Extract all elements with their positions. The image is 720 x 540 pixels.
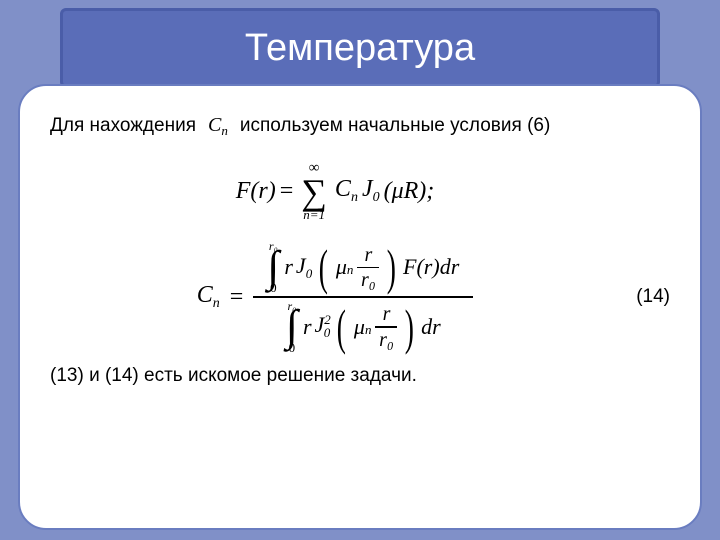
- integral-icon: r₀ ∫ 0: [286, 301, 298, 353]
- title-banner: Температура: [60, 8, 660, 88]
- sigma: ∞ ∑ n=1: [301, 161, 327, 221]
- formula-ratio-row: Cn = r₀ ∫ 0 r J0: [50, 241, 670, 353]
- closing-line: (13) и (14) есть искомое решение задачи.: [50, 365, 670, 387]
- slide-title: Температура: [245, 27, 475, 70]
- content-panel: Для нахождения Cn используем начальные у…: [18, 84, 702, 530]
- formula-ratio: Cn = r₀ ∫ 0 r J0: [197, 241, 474, 353]
- formula-series: F(r) = ∞ ∑ n=1 Cn J0 (μR);: [236, 161, 435, 221]
- integral-fraction: r₀ ∫ 0 r J0 ( μn: [253, 241, 473, 353]
- intro-after: используем начальные условия (6): [240, 115, 550, 137]
- equation-number: (14): [620, 286, 670, 308]
- formula-block: F(r) = ∞ ∑ n=1 Cn J0 (μR);: [50, 161, 670, 353]
- intro-symbol: Cn: [208, 114, 228, 139]
- fraction-bar: [253, 296, 473, 298]
- intro-line: Для нахождения Cn используем начальные у…: [50, 114, 670, 139]
- denominator: r₀ ∫ 0 r J20 ( μn: [286, 301, 441, 353]
- intro-before: Для нахождения: [50, 115, 196, 137]
- formula-series-row: F(r) = ∞ ∑ n=1 Cn J0 (μR);: [50, 161, 670, 221]
- numerator: r₀ ∫ 0 r J0 ( μn: [267, 241, 459, 293]
- integral-icon: r₀ ∫ 0: [267, 241, 279, 293]
